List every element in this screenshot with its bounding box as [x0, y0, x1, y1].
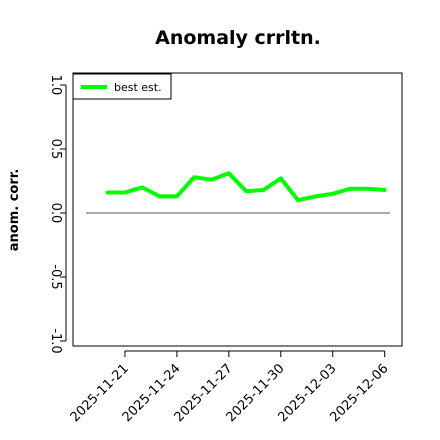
y-tick-label: 1.0 [48, 75, 63, 96]
y-axis: -1.0 -0.5 0.0 0.5 1.0 [48, 75, 67, 354]
legend-label: best est. [114, 81, 162, 94]
legend: best est. [72, 73, 172, 100]
series-layer [105, 171, 387, 203]
y-tick-label: 0.0 [48, 203, 63, 224]
series-line-best-est [105, 171, 387, 203]
y-tick-label: -0.5 [48, 264, 63, 289]
x-axis: 2025-11-212025-11-242025-11-272025-11-30… [68, 350, 392, 425]
chart-title: Anomaly crrltn. [155, 27, 321, 49]
y-axis-label: anom. corr. [7, 169, 22, 252]
y-tick-label: 0.5 [48, 139, 63, 160]
plot-frame [72, 72, 403, 347]
y-tick-label: -1.0 [48, 328, 63, 353]
